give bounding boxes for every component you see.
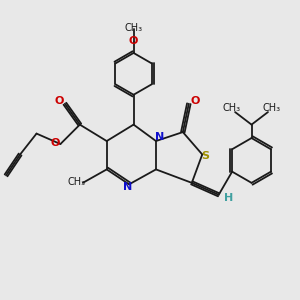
Text: O: O	[55, 96, 64, 106]
Text: O: O	[50, 138, 60, 148]
Text: CH₃: CH₃	[223, 103, 241, 113]
Text: O: O	[190, 96, 200, 106]
Text: CH₃: CH₃	[262, 103, 280, 113]
Text: H: H	[224, 193, 233, 203]
Text: N: N	[123, 182, 133, 192]
Text: S: S	[201, 151, 209, 161]
Text: CH₃: CH₃	[68, 177, 86, 187]
Text: N: N	[155, 133, 164, 142]
Text: CH₃: CH₃	[124, 23, 142, 34]
Text: O: O	[129, 36, 138, 46]
